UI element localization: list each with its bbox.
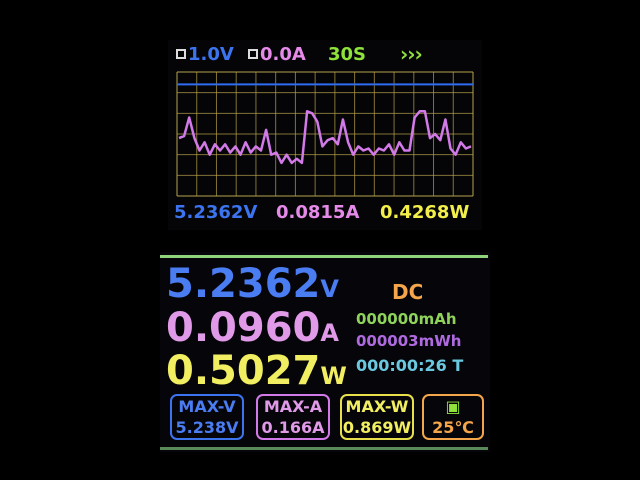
max-current-box: MAX-A 0.166A <box>256 394 330 440</box>
current-scale: 0.0A <box>248 44 306 65</box>
main-current: 0.0960A <box>166 306 339 355</box>
bottom-border <box>160 447 488 450</box>
timer-value: 000:00:26 <box>356 356 447 375</box>
power-value: 0.5027 <box>166 348 321 394</box>
max-w-value: 0.869W <box>342 418 412 437</box>
power-unit: W <box>320 362 347 390</box>
capacity: 000000mAh <box>356 310 457 328</box>
voltage-scale-text: 1.0V <box>188 44 234 65</box>
main-screen: 5.2362V 0.0960A 0.5027W DC 000000mAh 000… <box>160 252 490 452</box>
top-border <box>160 255 488 258</box>
graph-screen: 1.0V 0.0A 30S ››› 5.2362V 0.0815A 0.4268… <box>168 40 482 230</box>
main-power: 0.5027W <box>166 349 347 398</box>
graph-power: 0.4268W <box>380 202 470 223</box>
voltage-scale: 1.0V <box>176 44 234 65</box>
temperature-box: ▣ 25℃ <box>422 394 484 440</box>
timer: 000:00:26 T <box>356 356 463 375</box>
voltage-value: 5.2362 <box>166 261 321 307</box>
triple-chevron-right-icon[interactable]: ››› <box>400 42 423 66</box>
voltage-unit: V <box>320 275 339 303</box>
current-checkbox[interactable] <box>248 49 258 59</box>
graph-current: 0.0815A <box>276 202 360 223</box>
energy: 000003mWh <box>356 332 462 350</box>
graph-voltage: 5.2362V <box>174 202 258 223</box>
current-trace <box>178 110 472 165</box>
current-scale-text: 0.0A <box>260 44 306 65</box>
current-value: 0.0960 <box>166 305 321 351</box>
max-a-value: 0.166A <box>261 418 325 437</box>
mode-label: DC <box>392 280 424 304</box>
max-power-box: MAX-W 0.869W <box>340 394 414 440</box>
temperature-value: 25℃ <box>432 418 474 437</box>
chip-icon: ▣ <box>445 397 461 416</box>
max-v-label: MAX-V <box>178 397 236 416</box>
max-a-label: MAX-A <box>263 397 323 416</box>
max-w-label: MAX-W <box>345 397 409 416</box>
max-voltage-box: MAX-V 5.238V <box>170 394 244 440</box>
timer-suffix: T <box>452 356 464 375</box>
time-span: 30S <box>328 44 367 65</box>
waveform-plot <box>176 71 474 197</box>
main-voltage: 5.2362V <box>166 262 339 311</box>
max-v-value: 5.238V <box>175 418 239 437</box>
current-unit: A <box>320 319 339 347</box>
voltage-checkbox[interactable] <box>176 49 186 59</box>
